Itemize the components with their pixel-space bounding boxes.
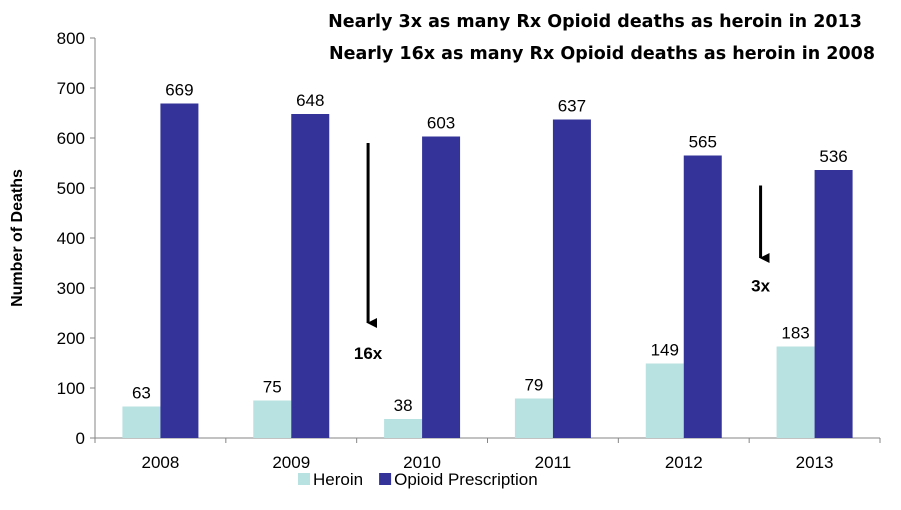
bar [291,114,330,438]
bar [384,419,423,438]
bar [552,119,591,438]
bar [514,398,553,438]
y-axis-label: Number of Deaths [9,169,26,307]
bar [422,136,461,438]
x-tick-label: 2011 [535,453,572,472]
chart-title-line-1: Nearly 3x as many Rx Opioid deaths as he… [328,12,862,32]
x-tick-label: 2009 [272,453,310,472]
bar [253,400,292,438]
data-label: 38 [394,396,413,415]
y-tick-label: 100 [57,379,85,398]
data-label: 565 [689,133,717,152]
legend-swatch [298,473,310,485]
data-label: 75 [263,378,282,397]
data-label: 603 [427,114,455,133]
x-tick-label: 2008 [142,453,180,472]
data-label: 536 [819,147,847,166]
legend: Heroin Opioid Prescription [298,470,538,489]
y-tick-label: 400 [57,229,85,248]
y-tick-label: 600 [57,129,85,148]
data-label: 637 [558,97,586,116]
y-tick-label: 500 [57,179,85,198]
bar [160,103,199,438]
y-tick-label: 0 [76,429,85,448]
data-label: 669 [165,81,193,100]
bar [814,170,853,438]
legend-swatch [379,473,392,485]
bar [776,346,815,438]
x-tick-label: 2012 [665,453,703,472]
data-label: 183 [781,324,809,343]
y-tick-label: 700 [57,79,85,98]
annotation-label: 16x [354,344,383,363]
y-tick-label: 200 [57,329,85,348]
annotation-label: 3x [751,277,770,296]
legend-label: Heroin [313,470,363,489]
x-tick-label: 2010 [403,453,441,472]
data-label: 63 [132,384,151,403]
legend-label: Opioid Prescription [394,470,538,489]
data-label: 149 [651,341,679,360]
chart-title-line-2: Nearly 16x as many Rx Opioid deaths as h… [329,44,875,64]
data-label: 648 [296,91,324,110]
bar [683,155,722,438]
bar [645,363,684,438]
plot-area: 0 100 200 300 400 500 600 700 800 2008 2009 2010 201… [57,29,881,472]
y-tick-label: 300 [57,279,85,298]
bar [122,406,161,438]
y-tick-label: 800 [57,29,85,48]
x-tick-label: 2013 [796,453,834,472]
data-label: 79 [524,376,543,395]
